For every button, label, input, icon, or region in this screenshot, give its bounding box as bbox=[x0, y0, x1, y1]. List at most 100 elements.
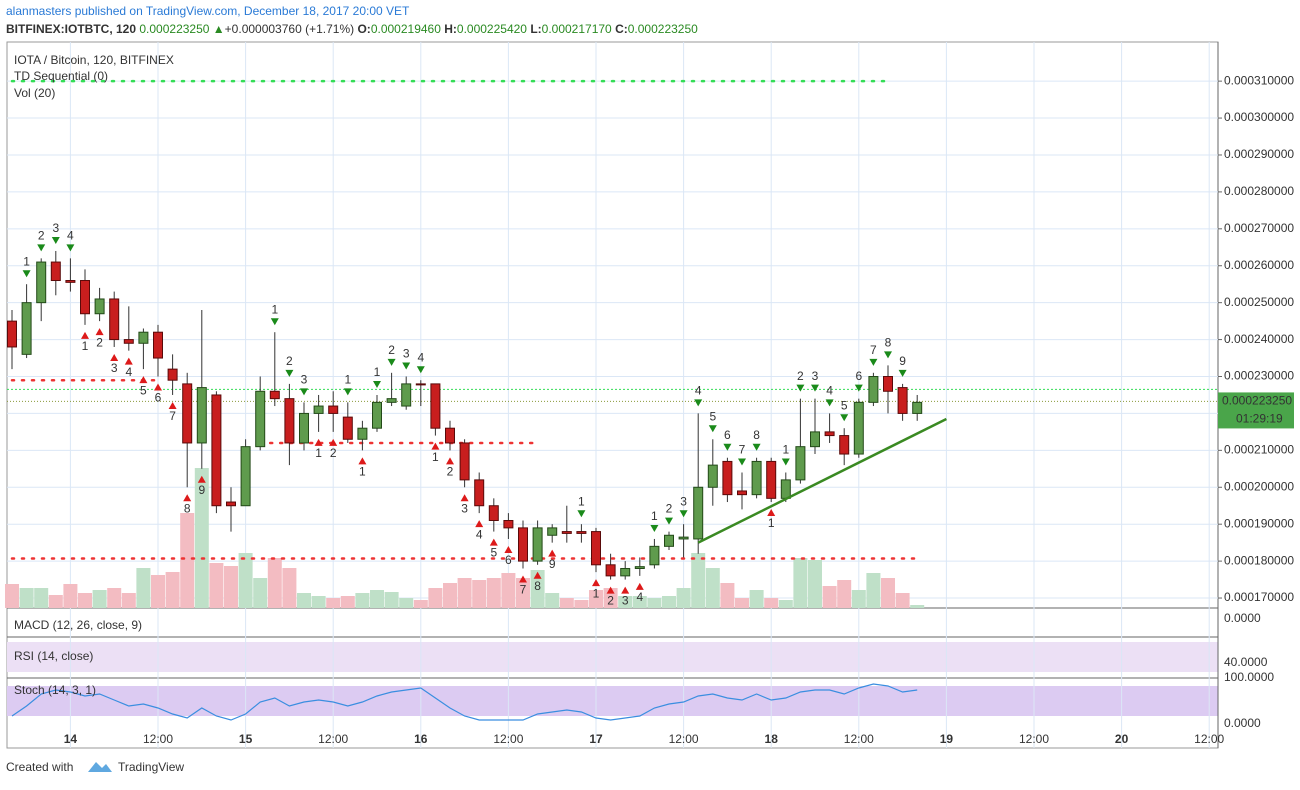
candle-body bbox=[109, 298, 120, 341]
x-tick-label: 12:00 bbox=[669, 732, 699, 746]
candle-body bbox=[36, 261, 47, 304]
td-arrow bbox=[416, 366, 425, 374]
publisher: alanmasters published on TradingView.com… bbox=[6, 4, 410, 18]
td-buy-label: 1 bbox=[432, 450, 439, 464]
volume-bar bbox=[19, 588, 34, 608]
td-sell-label: 2 bbox=[666, 502, 673, 516]
td-arrow bbox=[519, 575, 527, 583]
volume-bar bbox=[151, 575, 165, 608]
td-sell-label: 7 bbox=[870, 343, 877, 357]
td-sell-label: 1 bbox=[374, 365, 381, 379]
volume-bar bbox=[545, 593, 560, 608]
td-sell-label: 4 bbox=[417, 350, 424, 364]
candle-body bbox=[269, 390, 280, 400]
td-sell-label: 3 bbox=[301, 373, 308, 387]
td-arrow bbox=[110, 353, 119, 361]
td-arrow bbox=[504, 545, 513, 553]
y-tick-label: 0.000240000 bbox=[1224, 332, 1294, 346]
td-sell-label: 3 bbox=[680, 494, 687, 508]
candle-body bbox=[342, 416, 353, 440]
td-arrow bbox=[285, 369, 294, 377]
td-buy-label: 1 bbox=[82, 339, 89, 353]
volume-bar bbox=[676, 588, 691, 608]
td-buy-label: 7 bbox=[169, 409, 176, 423]
volume-bar bbox=[472, 580, 487, 608]
y-tick-label: 0.000210000 bbox=[1224, 443, 1294, 457]
legend-macd: MACD (12, 26, close, 9) bbox=[14, 618, 142, 632]
td-buy-label: 1 bbox=[359, 465, 366, 479]
candle-body bbox=[897, 387, 908, 414]
x-tick-label: 12:00 bbox=[143, 732, 173, 746]
price-badge bbox=[1218, 392, 1294, 429]
td-arrow bbox=[139, 376, 148, 384]
volume-bar bbox=[311, 596, 326, 608]
candle-body bbox=[488, 505, 499, 521]
td-buy-label: 5 bbox=[140, 383, 147, 397]
td-arrow bbox=[300, 388, 308, 396]
td-buy-label: 8 bbox=[184, 501, 191, 515]
volume-bar bbox=[632, 596, 647, 608]
volume-bar bbox=[180, 513, 195, 608]
td-arrow bbox=[343, 388, 352, 396]
x-tick-label: 12:00 bbox=[844, 732, 874, 746]
trendline bbox=[697, 417, 947, 544]
y-tick-label: 0.000200000 bbox=[1224, 479, 1294, 493]
rsi-label: 40.0000 bbox=[1224, 655, 1268, 669]
td-arrow bbox=[825, 399, 834, 407]
volume-bar bbox=[501, 573, 516, 608]
td-sell-label: 4 bbox=[695, 384, 702, 398]
y-tick-label: 0.000270000 bbox=[1224, 221, 1294, 235]
volume-bar bbox=[881, 578, 895, 608]
candle-body bbox=[65, 280, 76, 283]
td-arrow bbox=[81, 331, 89, 339]
volume-bar bbox=[136, 568, 151, 608]
candle-body bbox=[372, 401, 382, 429]
volume-bar bbox=[691, 553, 706, 608]
candle-body bbox=[182, 383, 193, 444]
volume-bar bbox=[618, 596, 633, 608]
x-tick-label: 17 bbox=[589, 732, 603, 746]
td-buy-label: 3 bbox=[111, 361, 118, 375]
td-arrow bbox=[665, 517, 673, 525]
volume-bar bbox=[413, 600, 428, 608]
legend-vol: Vol (20) bbox=[14, 86, 55, 100]
candle-body bbox=[401, 383, 412, 407]
volume-bar bbox=[778, 600, 793, 608]
candle-body bbox=[386, 398, 397, 403]
td-arrow bbox=[66, 244, 75, 252]
macd-label: 0.0000 bbox=[1224, 611, 1261, 625]
candle-body bbox=[912, 401, 923, 414]
td-sell-label: 4 bbox=[67, 229, 74, 243]
volume-bar bbox=[224, 566, 238, 608]
candle-body bbox=[737, 490, 747, 496]
td-buy-label: 3 bbox=[622, 594, 629, 608]
td-sell-label: 2 bbox=[388, 343, 395, 357]
td-arrow bbox=[840, 414, 849, 422]
candle-body bbox=[678, 536, 689, 540]
candle-body bbox=[839, 435, 850, 455]
td-buy-label: 3 bbox=[461, 501, 468, 515]
td-arrow bbox=[898, 369, 907, 377]
td-buy-label: 1 bbox=[593, 586, 600, 600]
volume-bar bbox=[92, 590, 107, 608]
candle-body bbox=[766, 460, 777, 499]
candle-body bbox=[459, 442, 470, 481]
candle-body bbox=[328, 405, 339, 414]
footer-brand[interactable]: TradingView bbox=[118, 760, 184, 774]
volume-bar bbox=[793, 558, 808, 608]
candle-body bbox=[284, 398, 295, 444]
td-sell-label: 2 bbox=[286, 354, 293, 368]
price-badge-label: 0.000223250 bbox=[1222, 394, 1292, 408]
td-buy-label: 6 bbox=[155, 391, 162, 405]
td-sell-label: 8 bbox=[753, 428, 760, 442]
candle-body bbox=[196, 387, 207, 444]
td-arrow bbox=[154, 383, 162, 391]
td-sell-label: 2 bbox=[38, 229, 45, 243]
candle-body bbox=[532, 527, 543, 562]
td-arrow bbox=[446, 457, 454, 465]
td-arrow bbox=[694, 399, 703, 407]
td-buy-label: 4 bbox=[636, 590, 643, 604]
candle-body bbox=[547, 527, 558, 536]
volume-bar bbox=[267, 558, 282, 608]
